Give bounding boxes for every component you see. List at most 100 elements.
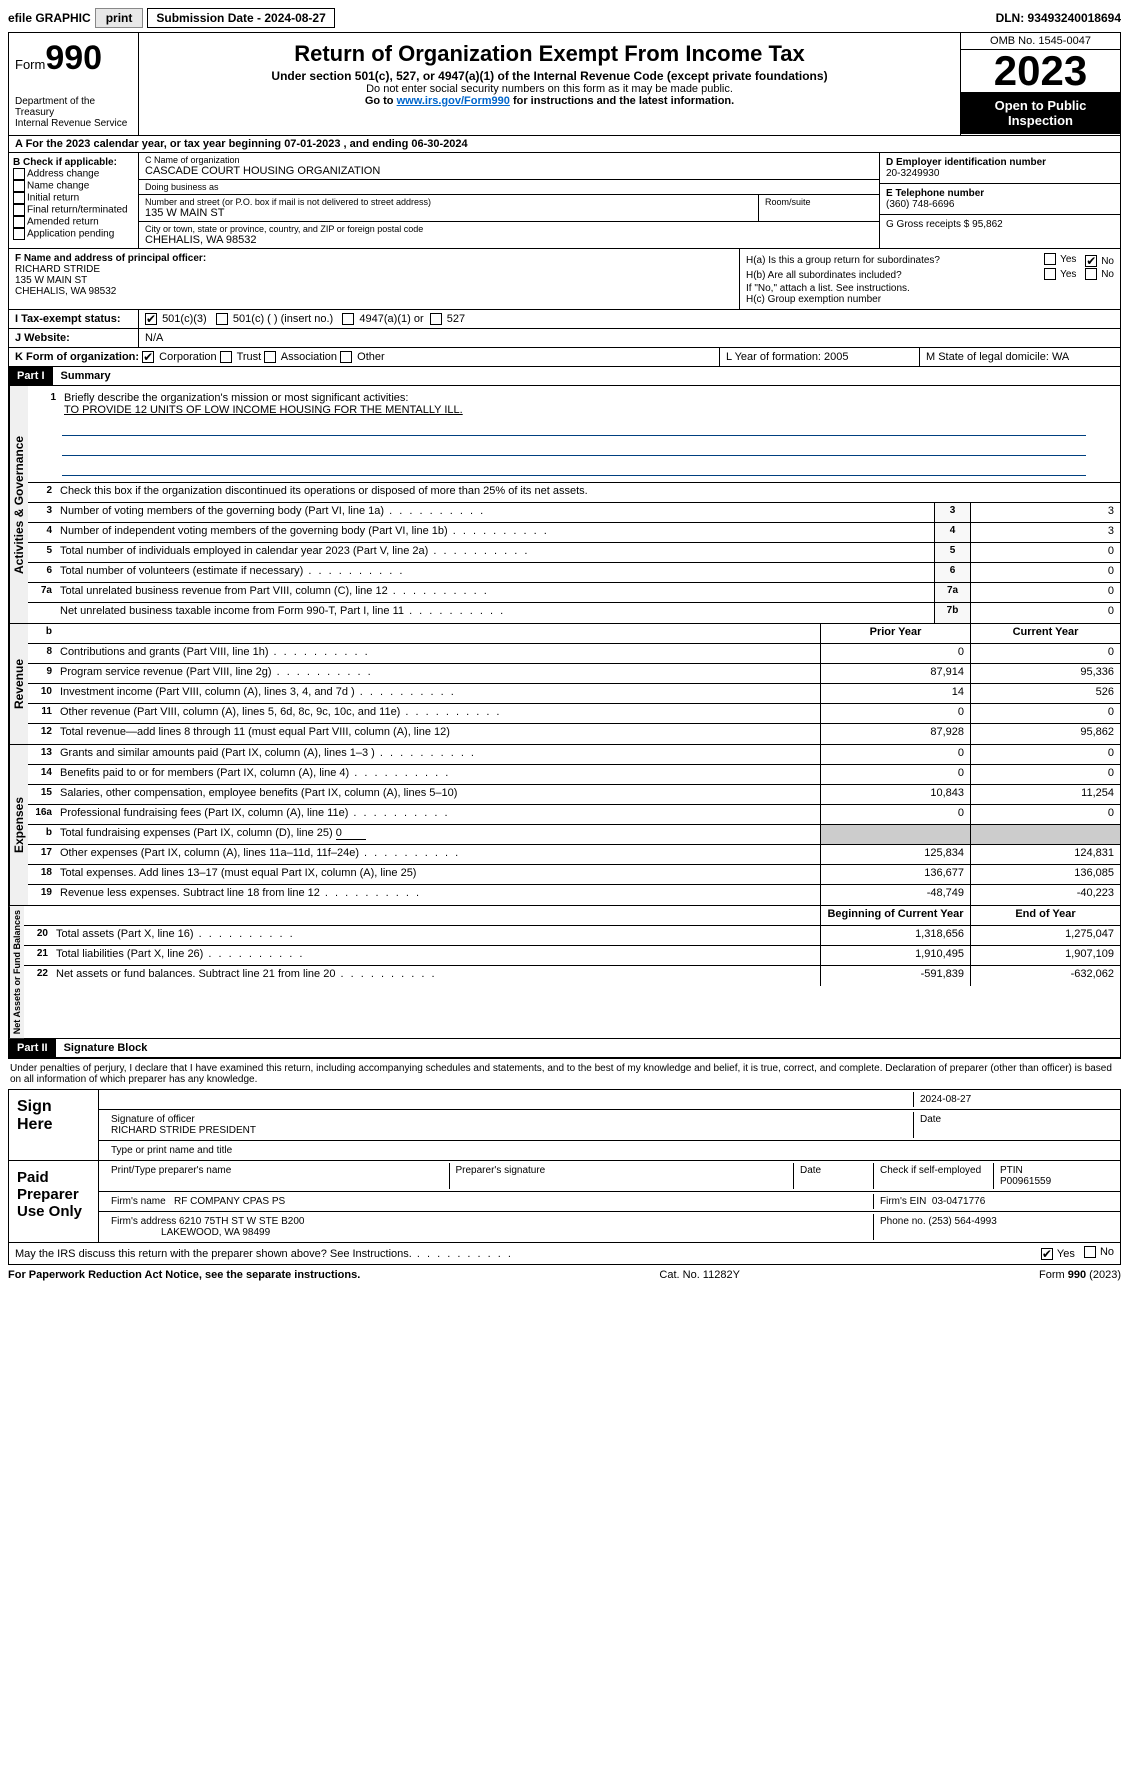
row-j: J Website: N/A — [9, 329, 1120, 348]
firm-name: RF COMPANY CPAS PS — [174, 1196, 285, 1207]
cat-no: Cat. No. 11282Y — [659, 1269, 740, 1281]
discuss-row: May the IRS discuss this return with the… — [8, 1243, 1121, 1265]
tax-year: 2023 — [961, 50, 1120, 92]
form-title: Return of Organization Exempt From Incom… — [145, 41, 954, 67]
sign-here-label: Sign Here — [9, 1090, 99, 1160]
c11: 0 — [970, 704, 1120, 723]
ein: 20-3249930 — [886, 168, 1114, 179]
dept-label: Department of the Treasury — [15, 96, 132, 118]
section-expenses: Expenses 13Grants and similar amounts pa… — [9, 745, 1120, 906]
p20: 1,318,656 — [820, 926, 970, 945]
page-footer: For Paperwork Reduction Act Notice, see … — [8, 1265, 1121, 1285]
checkbox-final-return[interactable] — [13, 204, 25, 216]
row-fh: F Name and address of principal officer:… — [9, 249, 1120, 310]
discuss-yes[interactable] — [1041, 1248, 1053, 1260]
firm-addr2: LAKEWOOD, WA 98499 — [161, 1227, 270, 1238]
paid-preparer-block: Paid Preparer Use Only Print/Type prepar… — [8, 1161, 1121, 1243]
p15: 10,843 — [820, 785, 970, 804]
ck-501c[interactable] — [216, 313, 228, 325]
row-klm: K Form of organization: Corporation Trus… — [9, 348, 1120, 367]
submission-date: Submission Date - 2024-08-27 — [147, 8, 334, 28]
p16a: 0 — [820, 805, 970, 824]
ha-yes[interactable] — [1044, 253, 1056, 265]
ck-other[interactable] — [340, 351, 352, 363]
sign-date: 2024-08-27 — [914, 1092, 1114, 1107]
checkbox-address-change[interactable] — [13, 168, 25, 180]
c8: 0 — [970, 644, 1120, 663]
c20: 1,275,047 — [970, 926, 1120, 945]
vert-net-assets: Net Assets or Fund Balances — [9, 906, 24, 1038]
entity-info-grid: B Check if applicable: Address change Na… — [9, 153, 1120, 249]
c18: 136,085 — [970, 865, 1120, 884]
checkbox-app-pending[interactable] — [13, 228, 25, 240]
toolbar: efile GRAPHIC print Submission Date - 20… — [8, 8, 1121, 28]
ptin: P00961559 — [1000, 1176, 1051, 1187]
p17: 125,834 — [820, 845, 970, 864]
form-ref: Form 990 (2023) — [1039, 1269, 1121, 1281]
c19: -40,223 — [970, 885, 1120, 905]
print-button[interactable]: print — [95, 8, 144, 28]
checkbox-name-change[interactable] — [13, 180, 25, 192]
c9: 95,336 — [970, 664, 1120, 683]
p8: 0 — [820, 644, 970, 663]
firm-phone: (253) 564-4993 — [928, 1216, 996, 1227]
c13: 0 — [970, 745, 1120, 764]
instructions-link-row: Go to www.irs.gov/Form990 for instructio… — [145, 95, 954, 107]
gross-receipts: G Gross receipts $ 95,862 — [886, 219, 1114, 230]
paperwork-notice: For Paperwork Reduction Act Notice, see … — [8, 1269, 360, 1281]
mission-text: TO PROVIDE 12 UNITS OF LOW INCOME HOUSIN… — [64, 404, 463, 416]
form-number: Form990 — [15, 39, 132, 78]
form-header: Form990 Department of the Treasury Inter… — [9, 33, 1120, 136]
c21: 1,907,109 — [970, 946, 1120, 965]
section-governance: Activities & Governance 1 Briefly descri… — [9, 386, 1120, 624]
firm-addr1: 6210 75TH ST W STE B200 — [179, 1216, 304, 1227]
c16a: 0 — [970, 805, 1120, 824]
ck-4947[interactable] — [342, 313, 354, 325]
ck-assoc[interactable] — [264, 351, 276, 363]
p13: 0 — [820, 745, 970, 764]
val-7b: 0 — [970, 603, 1120, 623]
hb-no[interactable] — [1085, 268, 1097, 280]
org-name: CASCADE COURT HOUSING ORGANIZATION — [145, 165, 873, 177]
form-990: Form990 Department of the Treasury Inter… — [8, 32, 1121, 1059]
discuss-no[interactable] — [1084, 1246, 1096, 1258]
website: N/A — [139, 329, 1120, 347]
hb-yes[interactable] — [1044, 268, 1056, 280]
c22: -632,062 — [970, 966, 1120, 986]
p14: 0 — [820, 765, 970, 784]
checkbox-initial-return[interactable] — [13, 192, 25, 204]
box-f: F Name and address of principal officer:… — [9, 249, 740, 309]
c10: 526 — [970, 684, 1120, 703]
val-6: 0 — [970, 563, 1120, 582]
section-revenue: Revenue bPrior YearCurrent Year 8Contrib… — [9, 624, 1120, 745]
val-4: 3 — [970, 523, 1120, 542]
irs-link[interactable]: www.irs.gov/Form990 — [397, 95, 510, 107]
ck-trust[interactable] — [220, 351, 232, 363]
telephone: (360) 748-6696 — [886, 199, 1114, 210]
officer-name: RICHARD STRIDE — [15, 264, 733, 275]
c12: 95,862 — [970, 724, 1120, 744]
vert-expenses: Expenses — [9, 745, 28, 905]
p21: 1,910,495 — [820, 946, 970, 965]
vert-revenue: Revenue — [9, 624, 28, 744]
ck-527[interactable] — [430, 313, 442, 325]
ck-corp[interactable] — [142, 351, 154, 363]
form-subtitle: Under section 501(c), 527, or 4947(a)(1)… — [145, 69, 954, 83]
state-domicile: M State of legal domicile: WA — [920, 348, 1120, 366]
box-deg: D Employer identification number 20-3249… — [880, 153, 1120, 248]
box-c: C Name of organization CASCADE COURT HOU… — [139, 153, 880, 248]
penalties-statement: Under penalties of perjury, I declare th… — [8, 1059, 1121, 1089]
c15: 11,254 — [970, 785, 1120, 804]
ck-501c3[interactable] — [145, 313, 157, 325]
open-inspection: Open to Public Inspection — [961, 92, 1120, 134]
firm-ein: 03-0471776 — [932, 1196, 985, 1207]
part2-header: Part IISignature Block — [9, 1039, 1120, 1058]
ha-no[interactable] — [1085, 255, 1097, 267]
box-b: B Check if applicable: Address change Na… — [9, 153, 139, 248]
row-i: I Tax-exempt status: 501(c)(3) 501(c) ( … — [9, 310, 1120, 329]
section-net-assets: Net Assets or Fund Balances Beginning of… — [9, 906, 1120, 1039]
checkbox-amended[interactable] — [13, 216, 25, 228]
irs-label: Internal Revenue Service — [15, 118, 132, 129]
box-h: H(a) Is this a group return for subordin… — [740, 249, 1120, 309]
val-5: 0 — [970, 543, 1120, 562]
